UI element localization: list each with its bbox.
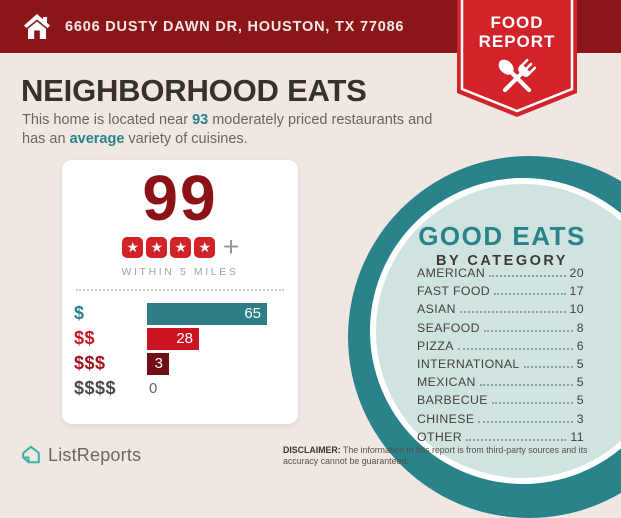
category-value: 5	[576, 356, 584, 371]
leader-dots	[494, 293, 566, 296]
page-subtitle: This home is located near 93 moderately …	[22, 111, 450, 148]
category-item: SEAFOOD 8	[417, 321, 584, 339]
categories-title: GOOD EATS	[418, 221, 586, 251]
category-value: 17	[569, 284, 584, 299]
category-value: 20	[569, 266, 584, 280]
leader-dots	[466, 438, 567, 441]
category-label: OTHER	[417, 429, 463, 444]
price-tier-label: $$$	[74, 353, 106, 373]
category-list: AMERICAN 20 FAST FOOD 17 ASIAN 10 SEAFOOD 8 PIZZ…	[417, 266, 584, 448]
category-value: 8	[576, 320, 584, 335]
leader-dots	[457, 347, 573, 350]
property-address: 6606 DUSTY DAWN DR, HOUSTON, TX 77086	[65, 18, 405, 35]
category-value: 5	[576, 393, 584, 408]
disclaimer-text: The information in this report is from t…	[283, 445, 588, 466]
category-label: PIZZA	[417, 338, 454, 353]
category-value: 11	[570, 429, 584, 444]
price-bar: 3	[147, 352, 169, 375]
price-bar: 65	[147, 302, 267, 325]
leader-dots	[479, 384, 573, 387]
badge-title-line1: FOOD	[490, 13, 544, 32]
category-item: ASIAN 10	[417, 302, 584, 320]
category-label: INTERNATIONAL	[417, 356, 520, 371]
price-bar-zero-value: 0	[149, 380, 158, 397]
leader-dots	[483, 329, 573, 332]
leader-dots	[478, 420, 573, 423]
score-card: 99 ★ ★ ★ ★ + WITHIN 5 MILES $65 $$ 28 $$$ 3 $$$$ 0	[62, 160, 298, 424]
category-item: PIZZA 6	[417, 339, 584, 357]
category-label: ASIAN	[417, 302, 456, 317]
price-tier-label: $$$$	[74, 378, 117, 398]
badge-title-line2: REPORT	[478, 32, 556, 51]
category-label: FAST FOOD	[417, 284, 491, 299]
price-row: $$$$ 0	[74, 376, 298, 401]
category-value: 3	[576, 411, 584, 426]
subtitle-mid: moderately priced restaurants and has an	[22, 112, 433, 147]
category-item: OTHER 11	[417, 430, 584, 448]
spoon-fork-icon	[498, 58, 537, 93]
radius-label: WITHIN 5 MILES	[121, 266, 239, 278]
leader-dots	[459, 311, 566, 314]
star-icon: ★	[194, 236, 216, 258]
star-rating: ★ ★ ★ ★ +	[62, 231, 298, 262]
page-title: NEIGHBORHOOD EATS	[21, 73, 367, 108]
price-row: $$$ 3	[74, 351, 298, 376]
restaurant-count: 93	[192, 112, 209, 128]
price-row: $65	[74, 301, 298, 326]
subtitle-pre: This home is located near	[22, 112, 193, 128]
leader-dots	[489, 275, 566, 277]
leader-dots	[491, 402, 573, 405]
category-item: INTERNATIONAL 5	[417, 357, 584, 375]
category-item: MEXICAN 5	[417, 375, 584, 393]
category-label: MEXICAN	[417, 375, 476, 390]
category-value: 5	[576, 375, 584, 390]
category-value: 6	[576, 338, 584, 353]
category-value: 10	[569, 302, 584, 317]
category-item: BARBECUE 5	[417, 393, 584, 411]
category-label: CHINESE	[417, 411, 475, 426]
disclaimer-label: DISCLAIMER:	[283, 445, 341, 455]
brand-logo: ListReports	[20, 444, 141, 466]
subtitle-post: variety of cuisines.	[124, 130, 248, 147]
price-tier-label: $$	[74, 328, 96, 348]
restaurant-score: 99	[142, 162, 218, 234]
star-icon: ★	[146, 236, 168, 258]
categories-subtitle: BY CATEGORY	[436, 253, 568, 269]
category-label: BARBECUE	[417, 393, 488, 408]
variety-highlight: average	[69, 130, 125, 147]
listreports-icon	[22, 445, 40, 464]
house-icon	[24, 13, 50, 39]
star-icon: ★	[170, 236, 192, 258]
brand-name: ListReports	[48, 444, 142, 465]
plus-sign: +	[222, 231, 240, 262]
disclaimer: DISCLAIMER: The information in this repo…	[283, 445, 615, 467]
category-item: CHINESE 3	[417, 412, 584, 430]
food-report-badge: FOOD REPORT	[457, 0, 577, 118]
dotted-divider	[76, 289, 284, 291]
price-bar-chart: $65 $$ 28 $$$ 3 $$$$ 0	[74, 301, 298, 401]
price-row: $$ 28	[74, 326, 298, 351]
price-tier-label: $	[74, 303, 85, 323]
category-item: FAST FOOD 17	[417, 284, 584, 302]
category-item: AMERICAN 20	[417, 266, 584, 284]
star-icon: ★	[122, 236, 144, 258]
pennant-shape	[457, 0, 577, 117]
price-bar: 28	[147, 327, 199, 350]
category-label: AMERICAN	[417, 266, 486, 280]
categories-heading: GOOD EATS BY CATEGORY	[412, 221, 592, 269]
category-label: SEAFOOD	[417, 320, 480, 335]
leader-dots	[523, 365, 573, 368]
